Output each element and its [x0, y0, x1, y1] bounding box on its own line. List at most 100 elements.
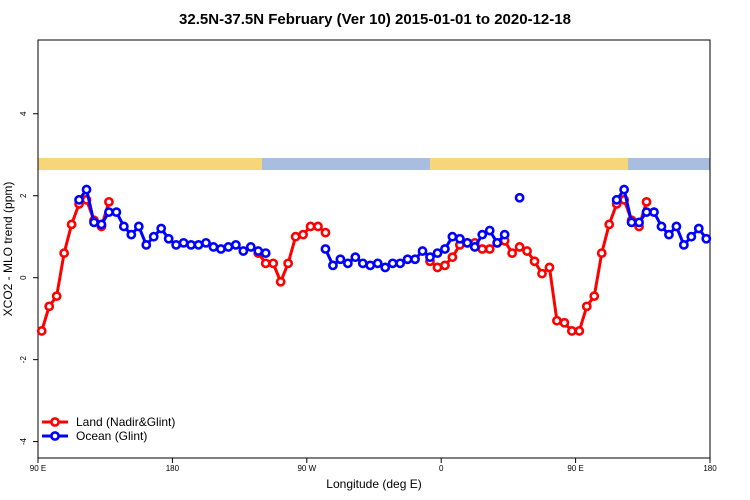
x-tick-label: 180 — [703, 464, 717, 473]
data-point — [328, 260, 338, 271]
data-point — [74, 194, 84, 205]
data-point — [283, 258, 294, 269]
data-point — [678, 240, 689, 250]
data-point — [425, 252, 435, 263]
data-point — [163, 233, 174, 244]
data-point — [365, 260, 376, 271]
data-point — [447, 231, 458, 242]
data-point — [357, 258, 368, 269]
data-point — [477, 244, 488, 254]
data-point — [440, 260, 450, 271]
data-point — [36, 326, 47, 336]
data-point — [701, 233, 712, 244]
data-point — [529, 256, 540, 267]
data-point — [133, 221, 144, 232]
data-point — [544, 262, 555, 273]
data-point — [469, 242, 480, 252]
x-axis-label: Longitude (deg E) — [326, 477, 421, 491]
data-point — [432, 248, 443, 258]
data-point — [552, 315, 562, 326]
data-point — [186, 240, 196, 250]
data-point — [268, 258, 279, 269]
data-point — [499, 229, 510, 240]
series — [36, 194, 652, 336]
data-point — [462, 237, 473, 248]
x-tick-label: 90 E — [567, 464, 583, 473]
data-point — [686, 231, 697, 242]
data-point — [440, 244, 450, 254]
data-point — [118, 221, 129, 232]
data-point — [141, 240, 152, 250]
legend-marker — [50, 431, 60, 441]
data-point — [372, 258, 383, 269]
data-point — [305, 221, 316, 232]
data-point — [238, 246, 249, 256]
data-point — [649, 207, 659, 218]
data-point — [402, 254, 413, 265]
data-point — [477, 229, 488, 240]
y-tick-label: 2 — [19, 193, 28, 198]
data-point — [417, 246, 428, 256]
data-point — [260, 248, 271, 258]
data-point — [275, 276, 286, 287]
data-point — [156, 223, 167, 234]
land-band — [430, 158, 628, 170]
data-point — [514, 242, 525, 252]
data-point — [216, 244, 226, 254]
data-point — [223, 242, 234, 252]
y-tick-label: -4 — [19, 438, 28, 446]
data-point — [298, 229, 308, 240]
y-tick-label: 0 — [19, 275, 28, 280]
data-point — [604, 219, 615, 230]
legend-marker — [50, 417, 60, 427]
data-point — [126, 229, 137, 240]
y-tick-label: 4 — [19, 111, 28, 116]
data-point — [522, 246, 532, 256]
data-point — [447, 252, 458, 263]
plot-frame — [37, 39, 711, 459]
data-point — [89, 217, 99, 228]
data-point — [260, 258, 271, 269]
y-axis-label: XCO2 - MLO trend (ppm) — [1, 182, 15, 317]
data-point — [387, 258, 398, 269]
data-point — [566, 326, 577, 336]
data-point — [641, 207, 652, 218]
data-point — [51, 291, 62, 302]
data-point — [201, 237, 211, 248]
data-point — [335, 254, 346, 265]
chart-title: 32.5N-37.5N February (Ver 10) 2015-01-01… — [179, 11, 571, 28]
data-point — [104, 207, 114, 218]
data-point — [537, 268, 547, 279]
data-point — [350, 252, 361, 263]
data-point — [96, 219, 107, 230]
data-point — [193, 240, 204, 250]
y-tick-label: -2 — [19, 356, 28, 364]
data-point — [484, 225, 495, 236]
data-point — [432, 262, 443, 273]
data-point — [66, 219, 77, 230]
data-point — [611, 194, 622, 205]
data-point — [81, 184, 92, 195]
data-point — [171, 240, 182, 250]
data-point — [596, 248, 607, 258]
data-point — [484, 244, 495, 254]
legend: Land (Nadir&Glint)Ocean (Glint) — [42, 415, 175, 443]
data-point — [178, 237, 189, 248]
data-point — [395, 258, 406, 269]
data-point — [589, 291, 600, 302]
data-point — [454, 233, 465, 244]
data-point — [574, 326, 585, 336]
data-point — [514, 192, 525, 203]
data-point — [380, 262, 391, 273]
data-point — [641, 196, 652, 207]
data-point — [410, 254, 420, 265]
data-point — [230, 240, 241, 250]
data-point — [634, 217, 644, 228]
data-point — [693, 223, 704, 234]
data-point — [342, 258, 353, 269]
data-point — [671, 221, 682, 232]
data-point — [148, 231, 159, 242]
x-tick-label: 0 — [439, 464, 444, 473]
